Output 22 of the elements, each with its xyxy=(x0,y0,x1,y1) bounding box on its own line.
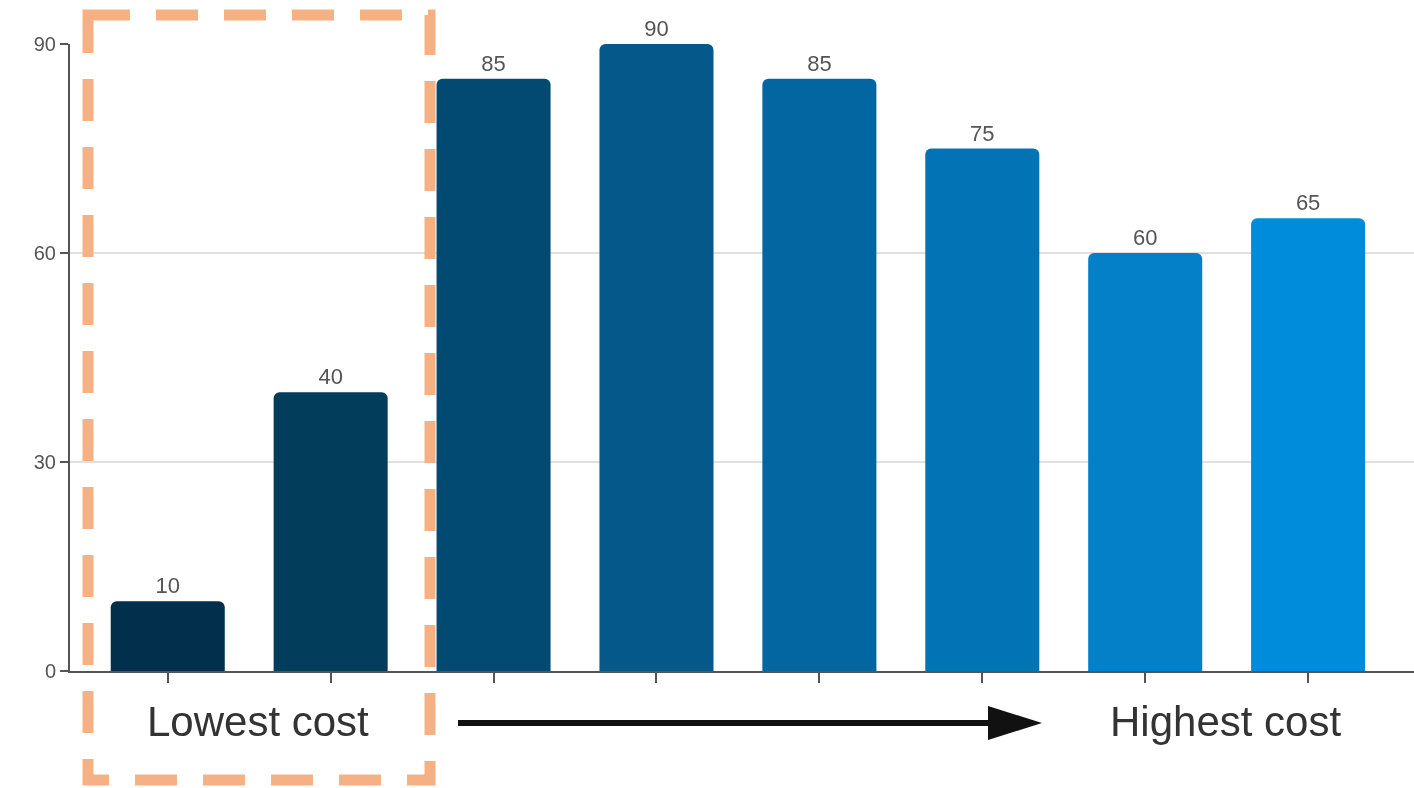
bar xyxy=(599,44,714,671)
data-label: 85 xyxy=(807,50,832,76)
y-tick-label: 60 xyxy=(33,242,56,264)
bar xyxy=(1251,218,1366,671)
y-tick-label: 90 xyxy=(33,33,56,55)
bar xyxy=(925,148,1040,671)
data-label: 60 xyxy=(1132,225,1158,250)
text: Lowest cost xyxy=(147,698,370,745)
bar xyxy=(436,78,551,671)
text: Highest cost xyxy=(1110,698,1342,745)
y-tick-label: 30 xyxy=(33,451,56,473)
bar xyxy=(762,78,877,671)
bar xyxy=(1088,253,1203,671)
data-label: 40 xyxy=(318,364,343,390)
data-label: 75 xyxy=(970,120,995,146)
data-label: 90 xyxy=(644,16,669,41)
bar xyxy=(110,601,225,671)
y-tick-label: 0 xyxy=(44,660,56,682)
bar xyxy=(273,392,388,671)
data-label: 65 xyxy=(1295,190,1321,216)
data-label: 85 xyxy=(481,50,506,76)
data-label: 10 xyxy=(155,573,180,599)
